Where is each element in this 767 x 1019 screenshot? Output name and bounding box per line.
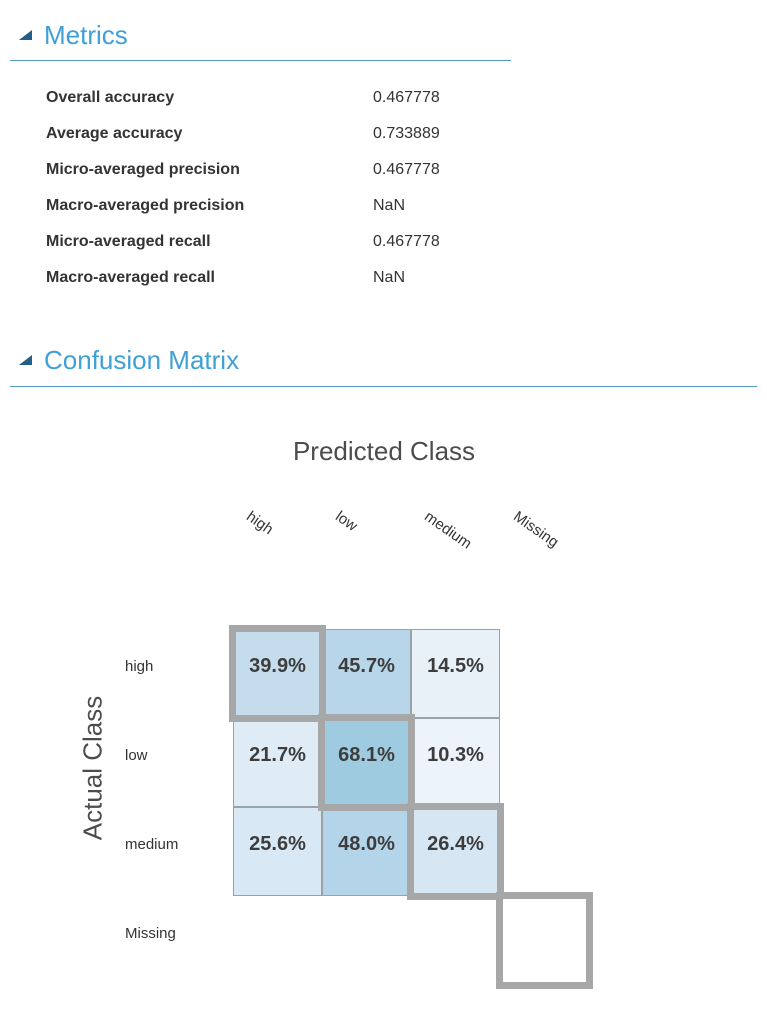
cell-value: 10.3% (427, 744, 484, 766)
x-axis-title: Predicted Class (292, 436, 476, 466)
y-axis-title: Actual Class (77, 695, 108, 841)
matrix-cell-medium-high: 25.6% (233, 807, 322, 896)
metric-row: Micro-averaged precision 0.467778 (46, 152, 526, 188)
metrics-section-title: Metrics (44, 19, 128, 50)
metric-label: Macro-averaged precision (46, 197, 245, 214)
cell-value: 14.5% (427, 655, 484, 677)
cell-value: 26.4% (427, 833, 484, 855)
matrix-cell-low-high: 21.7% (233, 718, 322, 807)
cell-value: 68.1% (338, 744, 395, 766)
matrix-cell-medium-medium: 26.4% (407, 803, 504, 900)
column-label-medium: medium (421, 508, 475, 553)
metric-row: Micro-averaged recall 0.467778 (46, 224, 526, 260)
section-divider (10, 386, 757, 387)
cell-value: 39.9% (249, 655, 306, 677)
confusion-matrix-section-title: Confusion Matrix (44, 344, 240, 375)
metric-row: Overall accuracy 0.467778 (46, 80, 526, 116)
cell-value: 45.7% (338, 655, 395, 677)
metric-label: Macro-averaged recall (46, 269, 215, 286)
metric-value: NaN (373, 197, 406, 214)
collapse-triangle-icon[interactable] (19, 30, 32, 40)
cell-value: 25.6% (249, 833, 306, 855)
matrix-cell-low-medium: 10.3% (411, 718, 500, 807)
metrics-section-header[interactable]: Metrics (19, 20, 128, 50)
metric-row: Average accuracy 0.733889 (46, 116, 526, 152)
matrix-cell-missing-missing (496, 892, 593, 989)
matrix-cell-medium-low: 48.0% (322, 807, 411, 896)
row-label-missing: Missing (125, 925, 176, 942)
metrics-list: Overall accuracy 0.467778 Average accuracy… (46, 80, 526, 296)
row-label-medium: medium (125, 836, 179, 853)
metric-row: Macro-averaged precision NaN (46, 188, 526, 224)
metric-value: 0.467778 (373, 161, 440, 178)
section-divider (10, 60, 511, 61)
row-label-low: low (125, 747, 148, 764)
column-label-low: low (332, 508, 361, 535)
metric-value: NaN (373, 269, 406, 286)
cell-value: 48.0% (338, 833, 395, 855)
cell-value: 21.7% (249, 744, 306, 766)
column-label-missing: Missing (510, 508, 562, 552)
matrix-cell-high-medium: 14.5% (411, 629, 500, 718)
metric-label: Micro-averaged recall (46, 233, 211, 250)
metric-label: Overall accuracy (46, 89, 175, 106)
metric-value: 0.733889 (373, 125, 440, 142)
metric-label: Average accuracy (46, 125, 183, 142)
row-label-high: high (125, 658, 154, 675)
column-label-high: high (243, 508, 277, 539)
metric-row: Macro-averaged recall NaN (46, 260, 526, 296)
matrix-cell-high-high: 39.9% (229, 625, 326, 722)
metric-value: 0.467778 (373, 233, 440, 250)
matrix-cell-low-low: 68.1% (318, 714, 415, 811)
metric-value: 0.467778 (373, 89, 440, 106)
confusion-matrix-section-header[interactable]: Confusion Matrix (19, 345, 239, 375)
matrix-cell-high-low: 45.7% (322, 629, 411, 718)
collapse-triangle-icon[interactable] (19, 355, 32, 365)
metric-label: Micro-averaged precision (46, 161, 240, 178)
